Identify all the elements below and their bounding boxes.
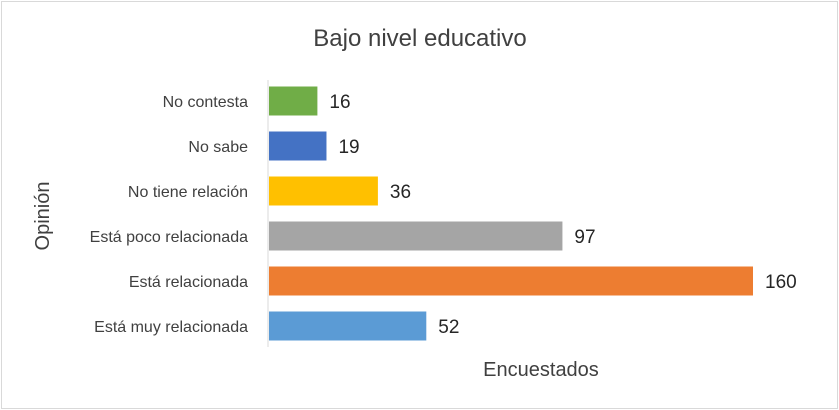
data-label: 16: [329, 92, 350, 113]
bar: [269, 176, 378, 206]
data-label: 97: [574, 227, 595, 248]
data-label: 160: [765, 272, 797, 293]
category-label: Está relacionada: [129, 274, 248, 291]
data-label: 36: [390, 182, 411, 203]
bars-group: [269, 86, 753, 341]
category-label: No tiene relación: [128, 184, 248, 201]
x-axis-title: Encuestados: [483, 359, 599, 381]
bar: [269, 131, 327, 161]
chart-title: Bajo nivel educativo: [313, 25, 526, 52]
category-labels-group: No contesta No sabe No tiene relación Está …: [90, 94, 248, 336]
bar: [269, 266, 753, 296]
data-label: 19: [338, 137, 359, 158]
value-labels-group: 16 19 36 97 160 52: [329, 92, 796, 338]
category-label: No contesta: [163, 94, 248, 111]
bar: [269, 86, 318, 116]
data-label: 52: [438, 317, 459, 338]
category-label: No sabe: [188, 139, 248, 156]
bar: [269, 311, 427, 341]
y-axis-title: Opinión: [32, 182, 54, 251]
category-label: Está poco relacionada: [90, 229, 248, 246]
category-label: Está muy relacionada: [94, 319, 248, 336]
bar: [269, 221, 563, 251]
